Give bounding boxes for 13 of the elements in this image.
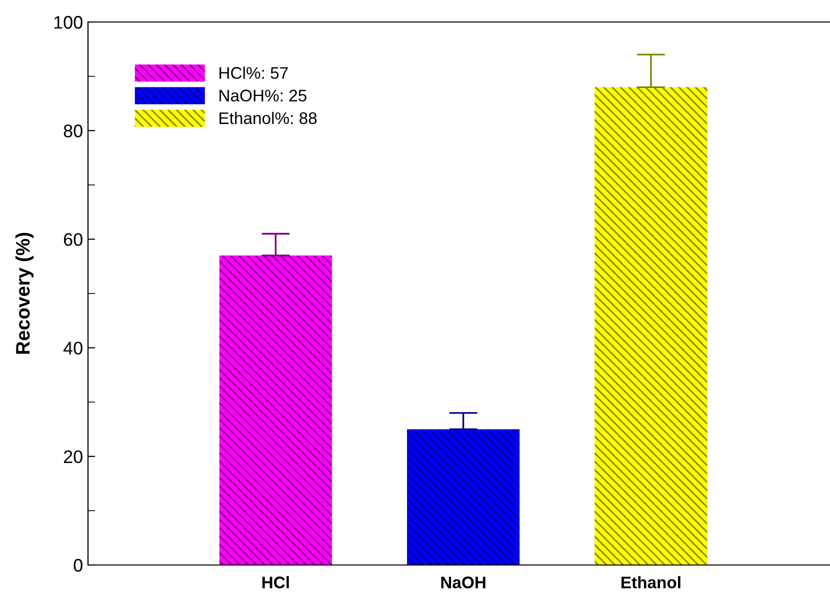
y-tick-label: 40 xyxy=(63,342,82,355)
y-tick-label: 20 xyxy=(64,450,82,464)
x-tick-label: NaOH xyxy=(441,576,486,588)
y-tick-label: 80 xyxy=(64,124,82,138)
legend-label: NaOH%: 25 xyxy=(220,90,306,102)
y-tick-label: 100 xyxy=(54,16,82,29)
y-tick-label: 0 xyxy=(74,558,82,572)
y-axis-title: Recovery (%) xyxy=(15,232,34,354)
x-tick-label: Ethanol xyxy=(622,576,680,588)
legend-label: Ethanol%: 88 xyxy=(220,112,317,124)
y-tick-label: 60 xyxy=(64,233,82,246)
legend-label: HCl%: 57 xyxy=(220,66,288,79)
x-tick-label: HCl xyxy=(262,576,289,588)
